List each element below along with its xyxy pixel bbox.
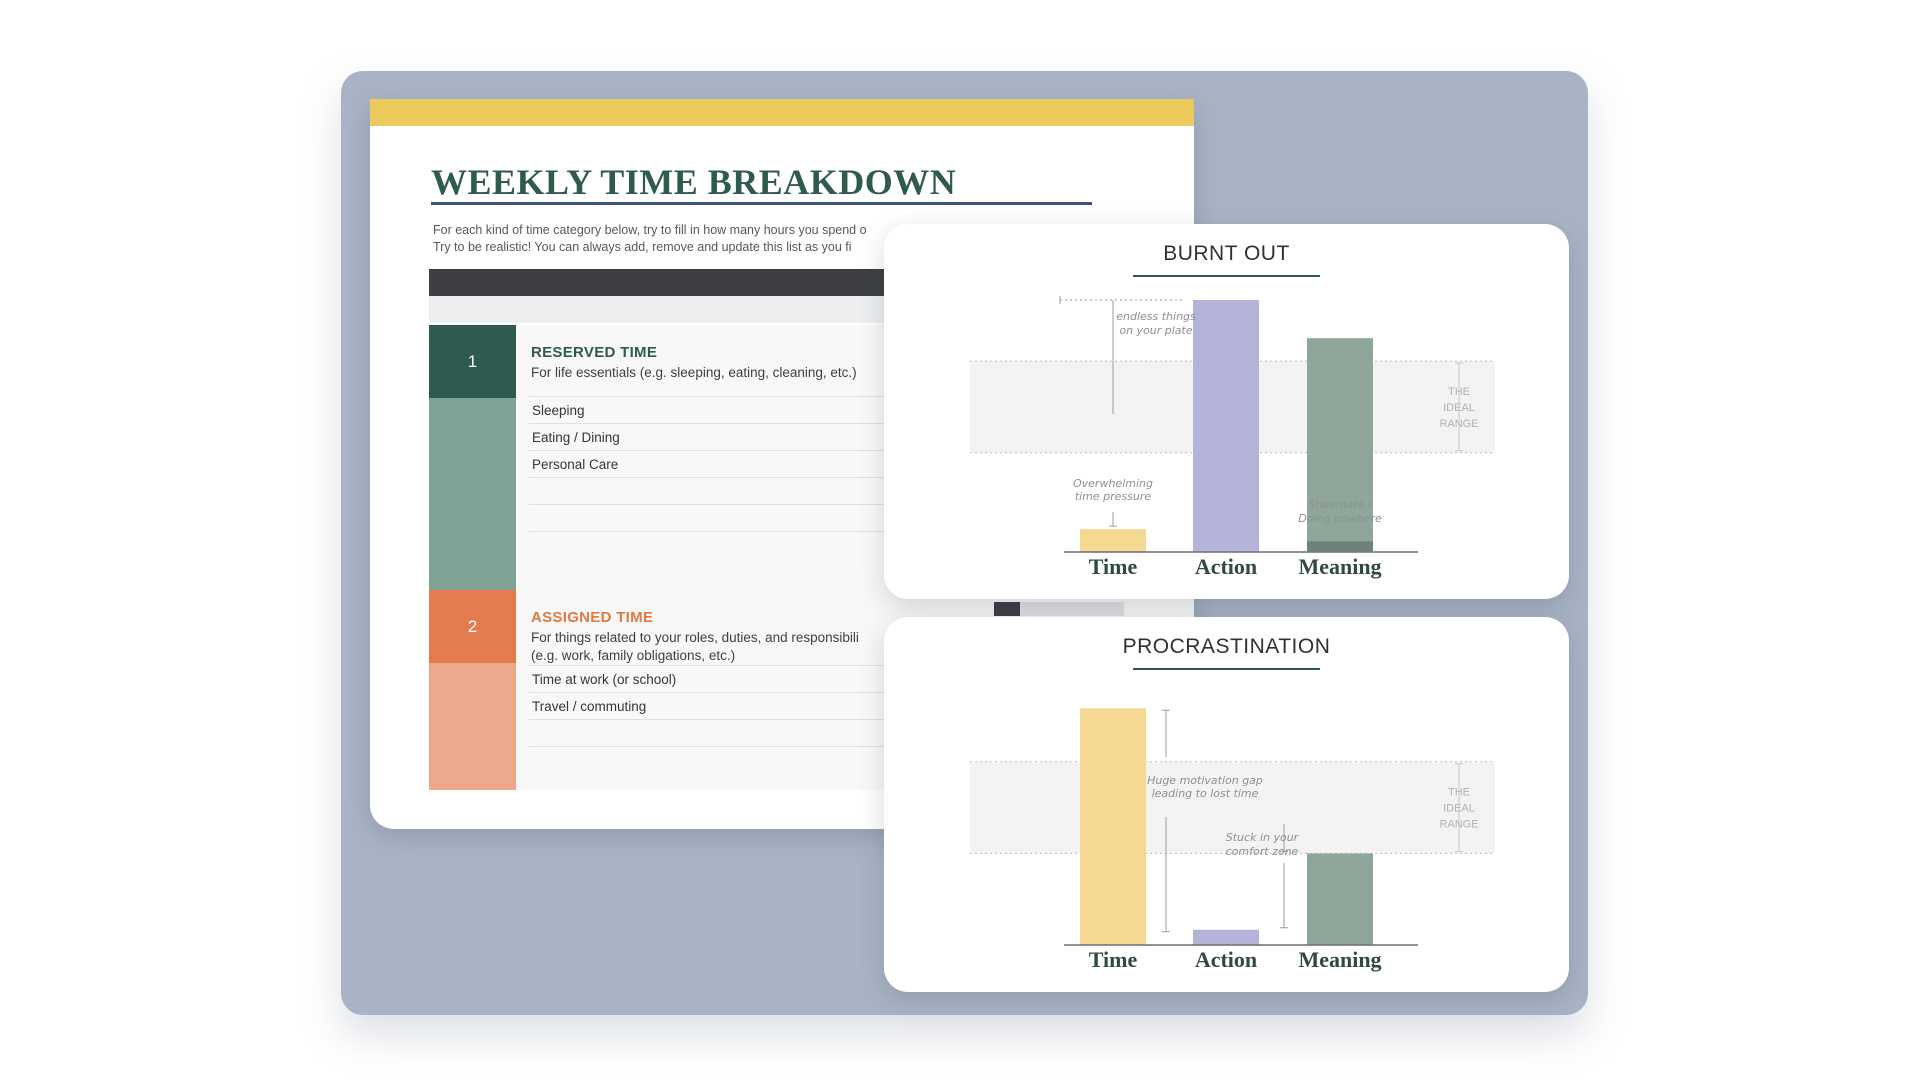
- annotation-text: Doing nowhere: [1298, 512, 1382, 525]
- worksheet-intro: For each kind of time category below, tr…: [433, 222, 1153, 256]
- section-color-strip: [429, 663, 516, 790]
- bar-meaning: [1307, 338, 1373, 552]
- bar-time: [1080, 529, 1146, 552]
- chart-title-underline: [1133, 275, 1320, 277]
- category-label-action: Action: [1195, 947, 1257, 972]
- table-edge-gray: [1020, 602, 1124, 616]
- section-rows: Time at work (or school) Travel / commut…: [529, 665, 1194, 773]
- ideal-range-label: RANGE: [1439, 418, 1478, 430]
- annotation-text: Huge motivation gap: [1147, 774, 1263, 787]
- category-label-meaning: Meaning: [1298, 947, 1381, 972]
- category-label-meaning: Meaning: [1298, 554, 1381, 579]
- entry-row-work[interactable]: Time at work (or school): [529, 665, 1194, 692]
- entry-row-personal-care[interactable]: Personal Care: [529, 450, 1194, 477]
- chart-card-burnt-out: BURNT OUT THE IDEAL RANGE Time Action Meaning…: [884, 224, 1569, 599]
- entry-row-sleeping[interactable]: Sleeping: [529, 396, 1194, 423]
- section-title: ASSIGNED TIME: [531, 609, 654, 626]
- ideal-range-label: THE: [1448, 787, 1470, 799]
- entry-row-commuting[interactable]: Travel / commuting: [529, 692, 1194, 719]
- intro-line: Try to be realistic! You can always add,…: [433, 240, 852, 254]
- bar-action: [1193, 929, 1259, 945]
- annotation-text: leading to lost time: [1152, 787, 1259, 800]
- bar-action: [1193, 300, 1259, 552]
- section-description: For things related to your roles, duties…: [531, 629, 951, 665]
- annotation-text: Stalemate /: [1308, 498, 1373, 511]
- entry-row-blank[interactable]: [529, 504, 1194, 531]
- section-rows: Sleeping Eating / Dining Personal Care: [529, 396, 1194, 558]
- chart-title-underline: [1133, 668, 1320, 670]
- annotation-text: comfort zone: [1226, 845, 1299, 858]
- worksheet-top-band: [370, 99, 1194, 126]
- section-description: For life essentials (e.g. sleeping, eati…: [531, 365, 857, 380]
- ideal-range-label: THE: [1448, 386, 1470, 398]
- section-title: RESERVED TIME: [531, 344, 658, 361]
- table-edge-dark: [994, 602, 1020, 616]
- entry-row-blank[interactable]: [529, 719, 1194, 746]
- annotation-text: time pressure: [1075, 490, 1152, 503]
- chart-title: BURNT OUT: [1163, 242, 1290, 265]
- section-number-badge: 1: [429, 325, 516, 398]
- category-label-action: Action: [1195, 554, 1257, 579]
- ideal-range-label: RANGE: [1439, 819, 1478, 831]
- annotation-text: endless things: [1116, 310, 1196, 323]
- description-line: (e.g. work, family obligations, etc.): [531, 648, 736, 663]
- ideal-range-label: IDEAL: [1443, 402, 1475, 414]
- category-label-time: Time: [1089, 947, 1138, 972]
- worksheet-title-underline: [431, 202, 1092, 205]
- entry-row-eating[interactable]: Eating / Dining: [529, 423, 1194, 450]
- category-label-time: Time: [1089, 554, 1138, 579]
- annotation-text: Overwhelming: [1073, 477, 1153, 490]
- section-number-badge: 2: [429, 590, 516, 663]
- entry-row-blank[interactable]: [529, 746, 1194, 773]
- bar-meaning-base: [1307, 541, 1373, 552]
- ideal-range-label: IDEAL: [1443, 803, 1475, 815]
- ideal-range-band: [970, 761, 1495, 854]
- annotation-text: on your plate: [1119, 324, 1193, 337]
- worksheet-title: WEEKLY TIME BREAKDOWN: [431, 162, 957, 202]
- burnt-out-chart: THE IDEAL RANGE Time Action Meaning endless th…: [970, 296, 1495, 579]
- description-line: For things related to your roles, duties…: [531, 630, 859, 645]
- chart-title: PROCRASTINATION: [1122, 635, 1331, 658]
- annotation-text: Stuck in your: [1226, 831, 1300, 844]
- bar-meaning: [1307, 853, 1373, 945]
- section-color-strip: [429, 398, 516, 590]
- entry-row-blank[interactable]: [529, 477, 1194, 504]
- bar-time: [1080, 708, 1146, 945]
- procrastination-chart: THE IDEAL RANGE Time Action Meaning Huge motiv…: [970, 708, 1495, 972]
- chart-card-procrastination: PROCRASTINATION THE IDEAL RANGE Time Action M…: [884, 617, 1569, 992]
- intro-line: For each kind of time category below, tr…: [433, 223, 867, 237]
- entry-row-blank[interactable]: [529, 531, 1194, 558]
